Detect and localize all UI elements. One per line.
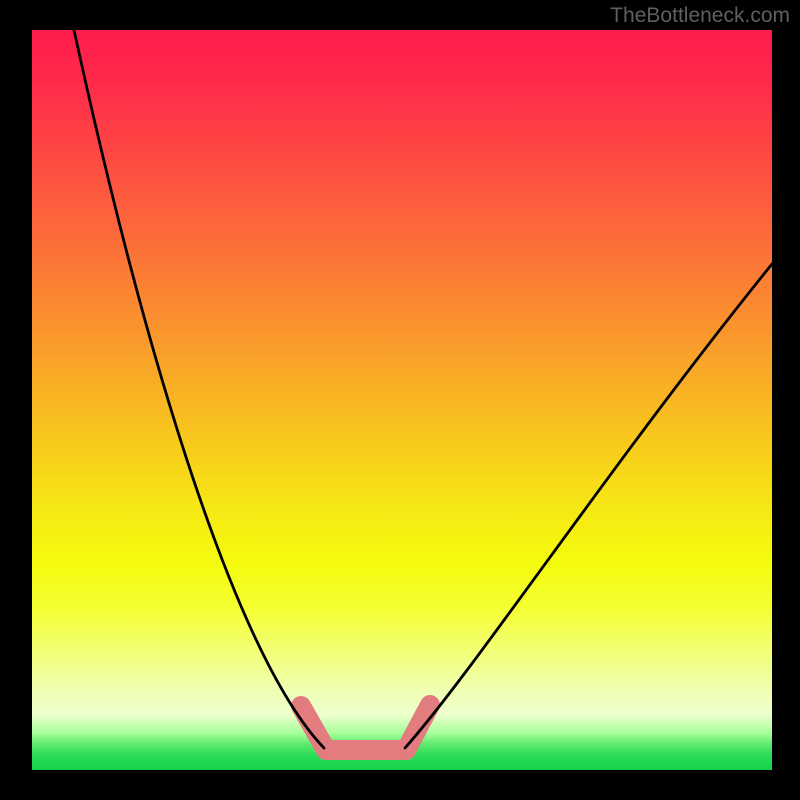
chart-stage: TheBottleneck.com: [0, 0, 800, 800]
plot-background: [32, 30, 772, 770]
watermark-label: TheBottleneck.com: [610, 4, 790, 28]
bottleneck-chart: [0, 0, 800, 800]
